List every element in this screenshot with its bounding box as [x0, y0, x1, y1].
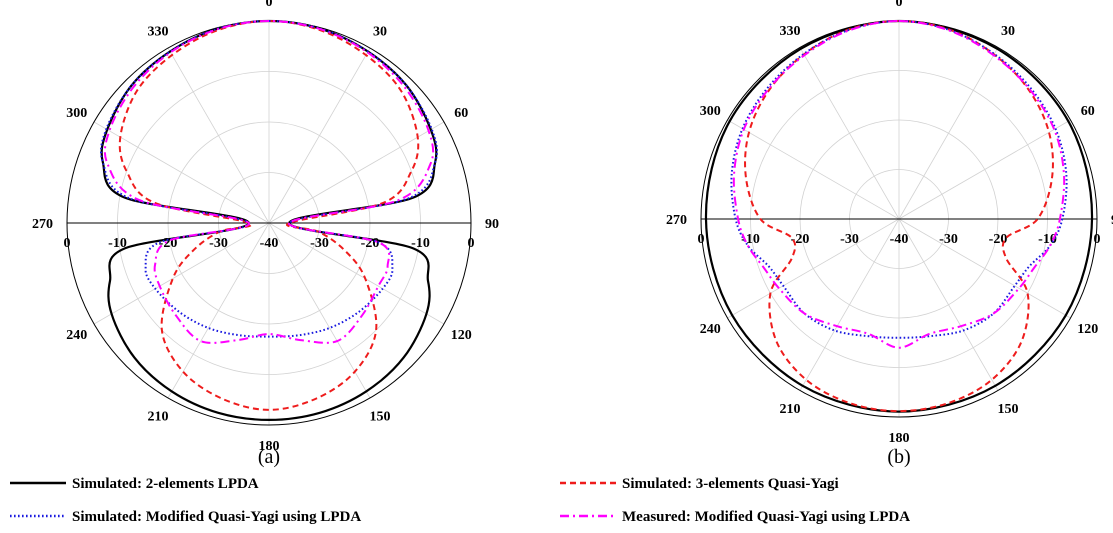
- series-line: [732, 20, 1066, 349]
- grid-spoke: [268, 121, 445, 224]
- angle-tick-label: 210: [148, 409, 169, 424]
- angle-tick-label: 240: [66, 328, 87, 343]
- grid-spoke: [268, 222, 445, 325]
- series-line: [704, 19, 1094, 413]
- grid-spoke: [268, 222, 371, 399]
- angle-tick-label: 0: [266, 0, 273, 10]
- angle-tick-label: 330: [148, 25, 169, 40]
- angle-tick-label: 0: [896, 0, 903, 10]
- grid-spoke: [898, 119, 1071, 220]
- angle-tick-label: 180: [259, 439, 280, 454]
- radial-tick-label: -20: [989, 232, 1008, 247]
- angle-tick-label: 270: [32, 217, 53, 232]
- radial-tick-label: -10: [411, 236, 430, 251]
- series-line: [744, 20, 1054, 413]
- radial-tick-label: -10: [108, 236, 127, 251]
- radial-tick-label: -10: [1038, 232, 1057, 247]
- radial-tick-label: -40: [260, 236, 279, 251]
- grid-spoke: [268, 47, 371, 224]
- caption-a: (a): [258, 446, 280, 468]
- angle-tick-label: 240: [700, 322, 721, 337]
- legend-label: Simulated: 2-elements LPDA: [72, 476, 259, 492]
- angle-tick-label: 300: [700, 104, 721, 119]
- radial-tick-label: -40: [890, 232, 909, 247]
- angle-tick-label: 90: [485, 217, 499, 232]
- angle-tick-label: 60: [454, 106, 468, 121]
- angle-tick-label: 120: [1077, 322, 1098, 337]
- grid-spoke: [727, 119, 900, 220]
- angle-tick-label: 90: [1111, 213, 1113, 228]
- series-line: [103, 19, 435, 344]
- caption-b: (b): [887, 446, 910, 468]
- polar-plot-a: 0 -10 -20 -30 -40 -30 -20 -10 003060901201501802…: [32, 0, 499, 454]
- grid-spoke: [799, 47, 900, 220]
- angle-tick-label: 150: [370, 409, 391, 424]
- grid-spoke: [93, 121, 270, 224]
- grid-spoke: [898, 47, 999, 220]
- radial-tick-label: 0: [1094, 232, 1101, 247]
- radial-tick-label: 0: [468, 236, 475, 251]
- legend: Simulated: 2-elements LPDA Simulated: 3-e…: [10, 476, 910, 525]
- polar-plot-b: 0-10-20-30-40-30-20-10003060901201501802…: [666, 0, 1113, 446]
- angle-tick-label: 150: [998, 402, 1019, 417]
- angle-tick-label: 330: [780, 24, 801, 39]
- radial-tick-label: -30: [209, 236, 228, 251]
- radial-tick-label: 0: [698, 232, 705, 247]
- legend-label: Measured: Modified Quasi-Yagi using LPDA: [622, 509, 910, 525]
- grid-spoke: [898, 218, 1071, 319]
- grid-spoke: [93, 222, 270, 325]
- angle-tick-label: 30: [1001, 24, 1015, 39]
- grid-spoke: [727, 218, 900, 319]
- grid-spoke: [167, 222, 270, 399]
- radial-tick-label: -30: [939, 232, 958, 247]
- grid-spoke: [167, 47, 270, 224]
- radial-tick-label: 0: [64, 236, 71, 251]
- radial-tick-label: -30: [840, 232, 859, 247]
- radial-tick-label: -20: [791, 232, 810, 247]
- angle-tick-label: 270: [666, 213, 687, 228]
- angle-tick-label: 180: [889, 431, 910, 446]
- angle-tick-label: 60: [1081, 104, 1095, 119]
- radial-tick-label: -30: [310, 236, 329, 251]
- legend-label: Simulated: Modified Quasi-Yagi using LPD…: [72, 509, 361, 525]
- angle-tick-label: 30: [373, 25, 387, 40]
- grid-spoke: [898, 218, 999, 391]
- angle-tick-label: 120: [451, 328, 472, 343]
- legend-label: Simulated: 3-elements Quasi-Yagi: [622, 476, 839, 492]
- angle-tick-label: 210: [780, 402, 801, 417]
- angle-tick-label: 300: [66, 106, 87, 121]
- grid-spoke: [799, 218, 900, 391]
- series-line: [118, 19, 420, 411]
